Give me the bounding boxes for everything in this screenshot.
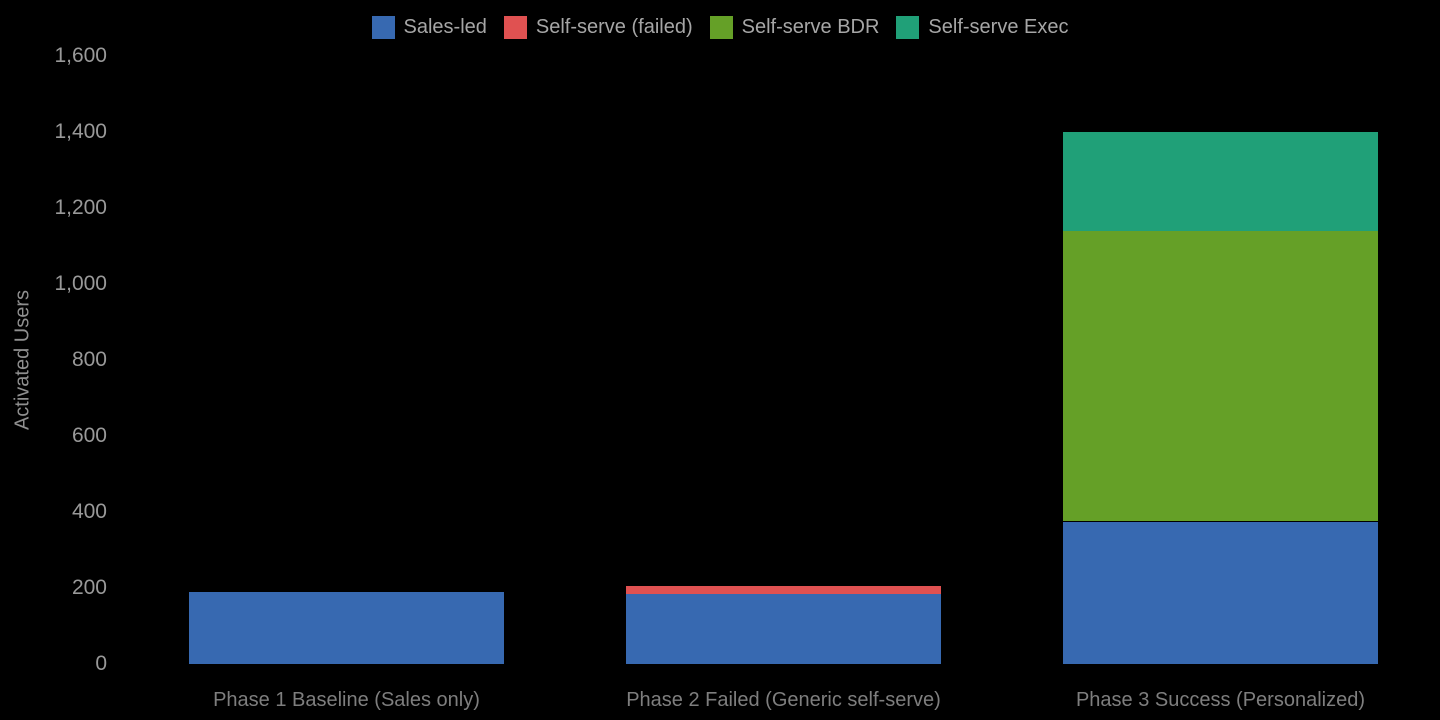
legend: Sales-led Self-serve (failed) Self-serve B… [0, 14, 1440, 40]
legend-item-sales-led: Sales-led [371, 14, 487, 40]
y-tick-label-600: 600 [71, 424, 107, 447]
legend-item-self-serve-failed: Self-serve (failed) [503, 14, 693, 40]
y-tick-label-1600: 1,600 [54, 44, 107, 67]
y-tick-label-0: 0 [95, 652, 107, 675]
bar-segment-self-serve-exec-category-3 [1063, 132, 1378, 231]
y-tick-label-200: 200 [71, 576, 107, 599]
legend-swatch-self-serve-exec [896, 15, 920, 39]
legend-item-self-serve-exec: Self-serve Exec [896, 14, 1068, 40]
bar-segment-sales-led-category-1 [189, 591, 504, 664]
bar-segment-self-serve-failed-category-2 [626, 586, 941, 594]
legend-label-self-serve-exec: Self-serve Exec [928, 16, 1069, 38]
y-tick-label-1200: 1,200 [54, 196, 107, 219]
legend-label-sales-led: Sales-led [403, 16, 487, 38]
legend-label-self-serve-bdr: Self-serve BDR [741, 16, 880, 38]
legend-swatch-self-serve-bdr [709, 15, 733, 39]
y-tick-label-800: 800 [71, 348, 107, 371]
x-axis-label-phase-3-success-personalized: Phase 3 Success (Personalized) [1075, 689, 1366, 711]
legend-label-self-serve-failed: Self-serve (failed) [535, 16, 693, 38]
x-axis-label-phase-2-failed-generic-self-serve: Phase 2 Failed (Generic self-serve) [626, 689, 941, 711]
legend-swatch-self-serve-failed [503, 15, 527, 39]
legend-item-self-serve-bdr: Self-serve BDR [709, 14, 880, 40]
legend-swatch-sales-led [371, 15, 395, 39]
y-tick-label-1400: 1,400 [54, 120, 107, 143]
y-tick-label-1000: 1,000 [54, 272, 107, 295]
bar-segment-self-serve-bdr-category-3 [1063, 230, 1378, 522]
bar-segment-sales-led-category-3 [1063, 521, 1378, 664]
bar-segment-sales-led-category-2 [626, 593, 941, 664]
x-axis-label-phase-1-baseline-sales-only: Phase 1 Baseline (Sales only) [213, 689, 480, 711]
y-tick-label-400: 400 [71, 500, 107, 523]
